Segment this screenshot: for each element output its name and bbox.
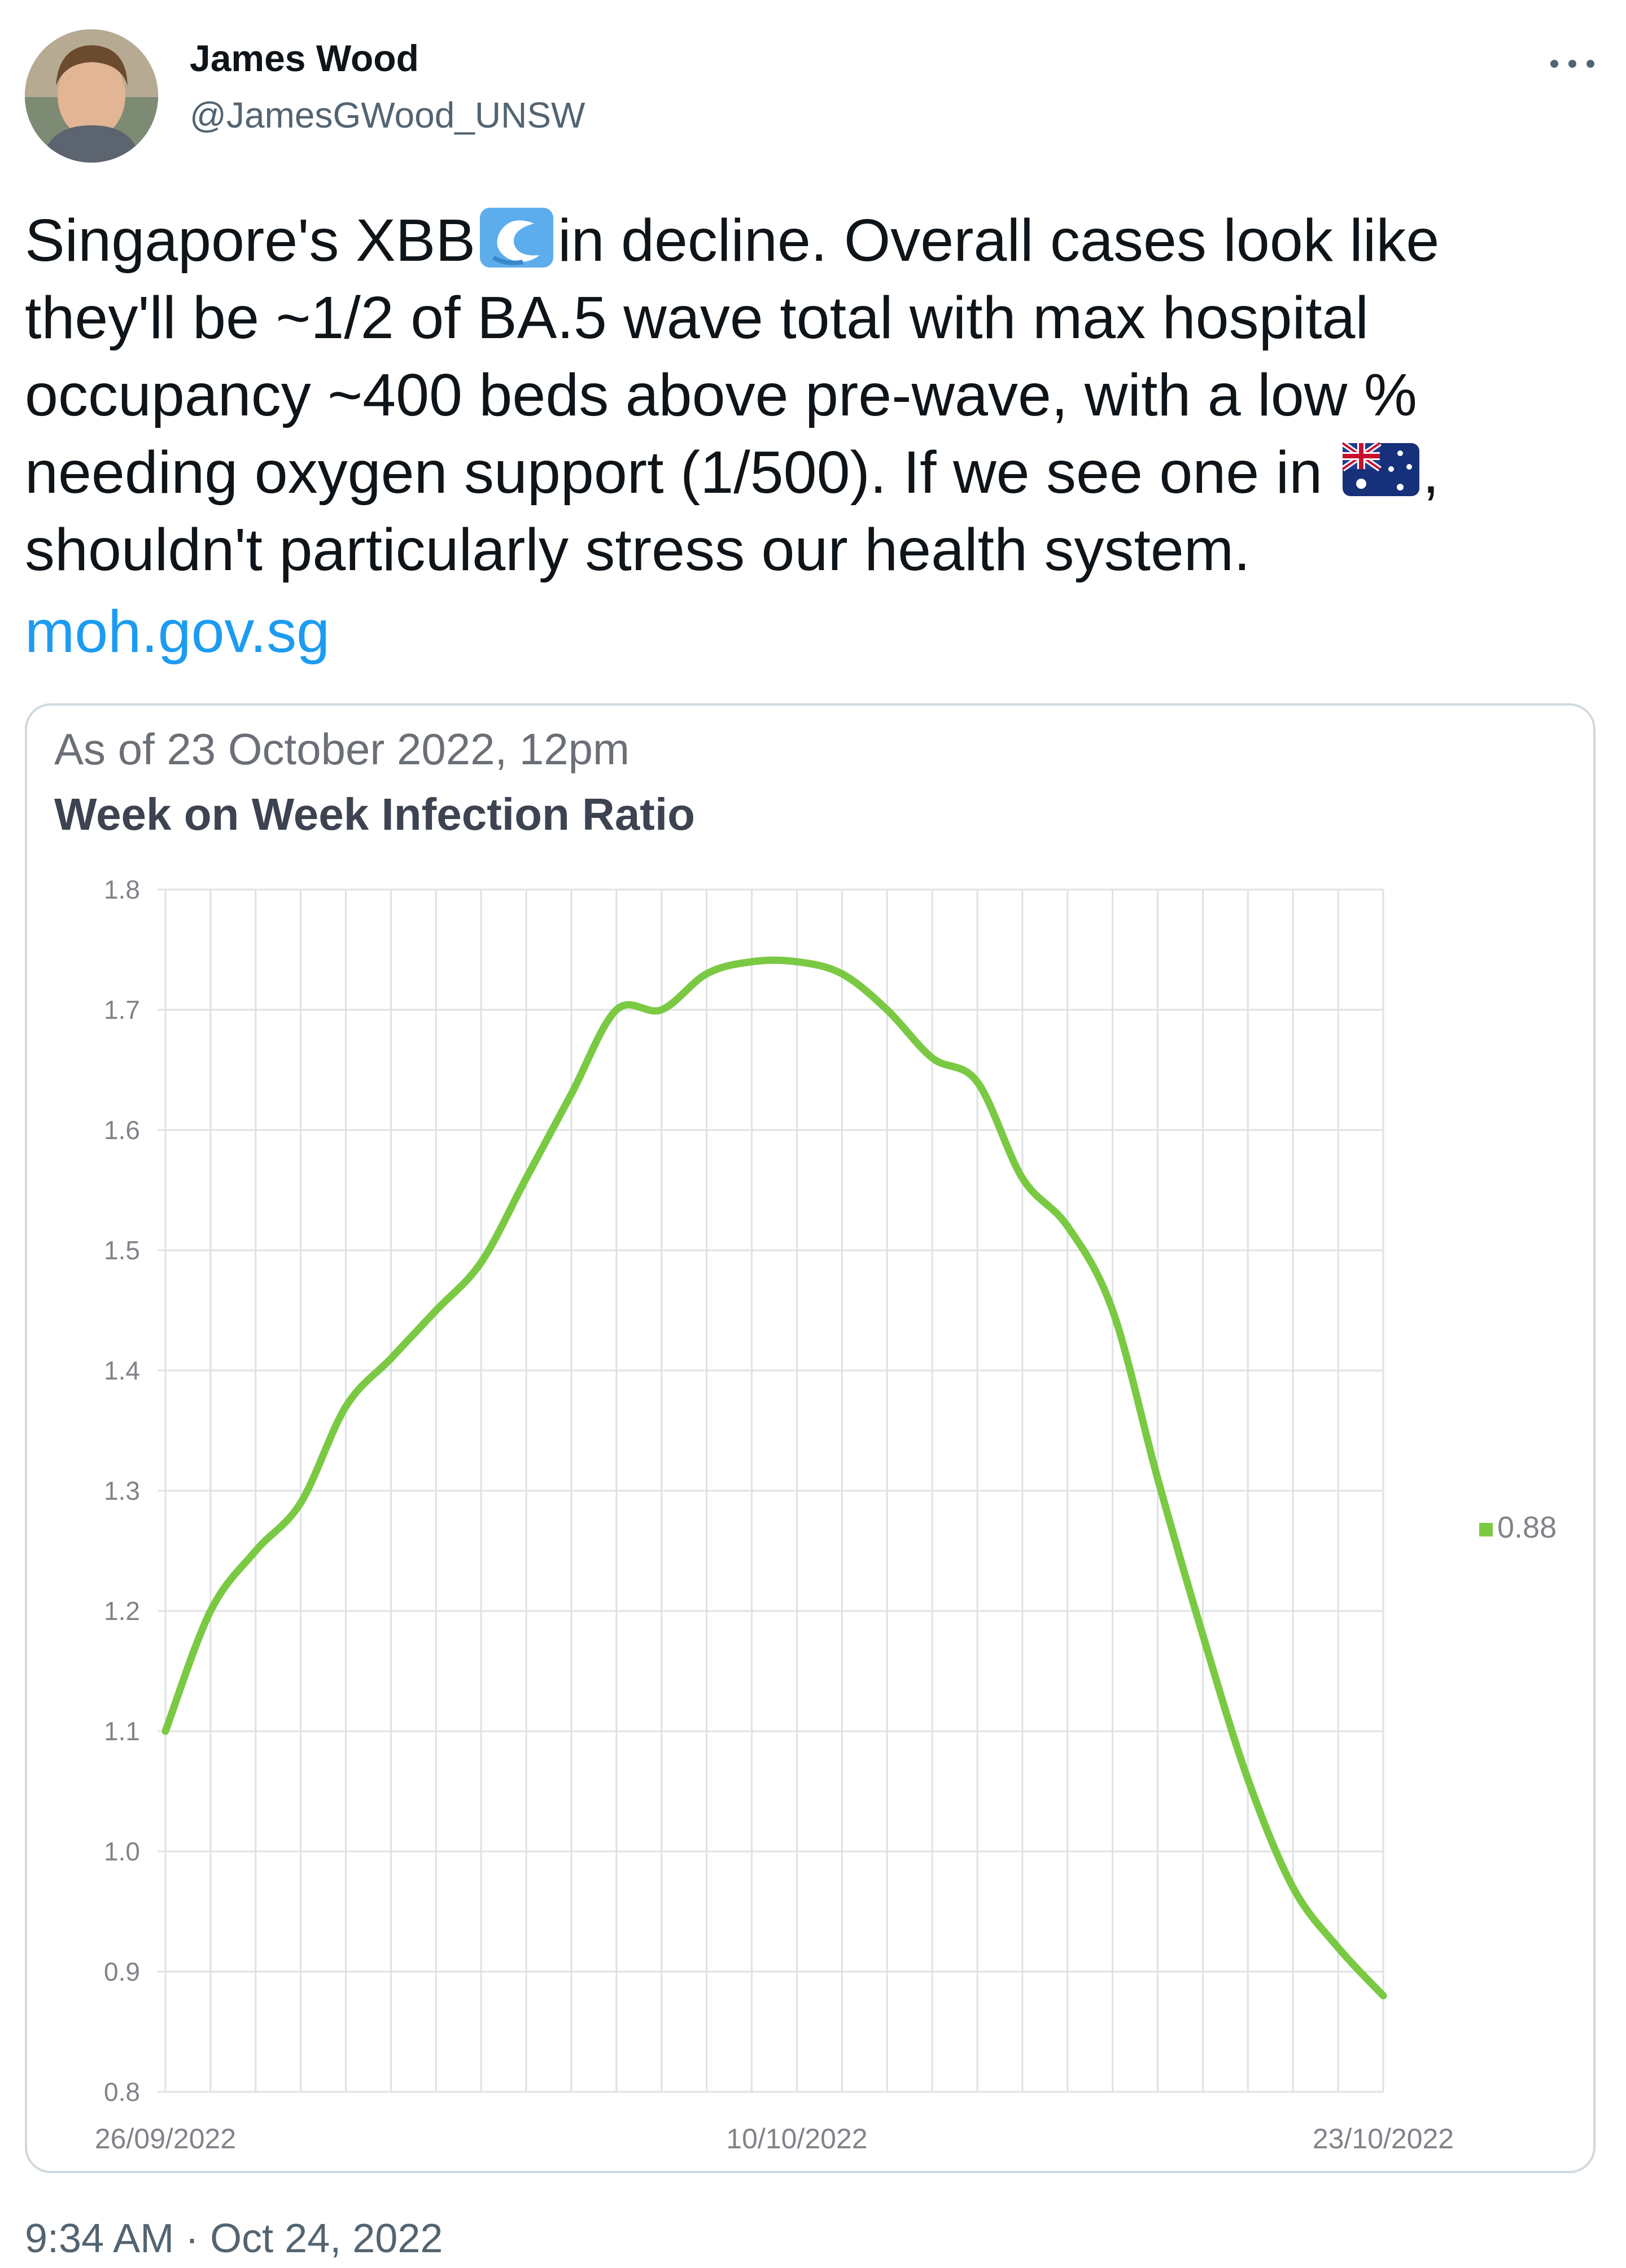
tweet-line-text: in decline. Overall cases look like <box>558 207 1440 274</box>
y-tick-label: 1.4 <box>104 1356 140 1385</box>
y-tick-label: 1.6 <box>104 1115 140 1145</box>
x-tick-label: 23/10/2022 <box>1313 2123 1454 2155</box>
more-options-icon[interactable] <box>1541 44 1603 84</box>
author-name[interactable]: James Wood <box>190 37 419 79</box>
y-tick-label: 1.7 <box>104 995 140 1024</box>
y-tick-label: 0.9 <box>104 1957 140 1986</box>
series-line-infection-ratio <box>161 956 1387 2000</box>
tweet-line: shouldn't particularly stress our health… <box>25 516 1251 583</box>
tweet-line-text: , <box>1422 439 1440 506</box>
y-tick-label: 1.3 <box>104 1476 140 1505</box>
y-tick-label: 1.8 <box>104 875 140 904</box>
y-tick-label: 0.8 <box>104 2077 140 2107</box>
water-wave-emoji <box>478 207 556 269</box>
legend-label: 0.88 <box>1497 1510 1557 1544</box>
y-tick-label: 1.2 <box>104 1596 140 1626</box>
australia-flag-emoji <box>1340 440 1420 497</box>
x-tick-label: 10/10/2022 <box>726 2123 867 2155</box>
chart-title: Week on Week Infection Ratio <box>54 789 696 839</box>
y-tick-label: 1.1 <box>104 1717 140 1746</box>
infection-ratio-chart: 0.8 0.9 1.0 1.1 1.2 1.3 1.4 1.5 1.6 1.7 1.8 26/09/2… <box>95 875 1557 2155</box>
tweet-text: Singapore's XBB in decline. Overall cases… <box>25 202 1606 589</box>
tweet-line-text: needing oxygen support (1/500). If we se… <box>25 439 1339 506</box>
author-handle[interactable]: @JamesGWood_UNSW <box>190 95 585 135</box>
tweet-line: occupancy ~400 beds above pre-wave, with… <box>25 362 1417 428</box>
y-tick-label: 1.5 <box>104 1236 140 1265</box>
x-tick-label: 26/09/2022 <box>95 2123 236 2155</box>
tweet-timestamp[interactable]: 9:34 AM · Oct 24, 2022 <box>25 2216 443 2261</box>
tweet-line: Singapore's XBB in decline. Overall cases… <box>25 202 1606 279</box>
y-tick-label: 1.0 <box>104 1837 140 1866</box>
as-of-date: As of 23 October 2022, 12pm <box>54 724 630 774</box>
tweet-line: needing oxygen support (1/500). If we se… <box>25 434 1606 511</box>
author-avatar[interactable] <box>25 29 158 163</box>
legend-swatch <box>1479 1523 1493 1536</box>
chart-card[interactable]: 0.8 0.9 1.0 1.1 1.2 1.3 1.4 1.5 1.6 1.7 1.8 26/09/2… <box>25 703 1596 2173</box>
tweet-line: they'll be ~1/2 of BA.5 wave total with … <box>25 284 1369 351</box>
tweet-line-text: Singapore's XBB <box>25 207 476 274</box>
moh-link[interactable]: moh.gov.sg <box>25 598 330 665</box>
